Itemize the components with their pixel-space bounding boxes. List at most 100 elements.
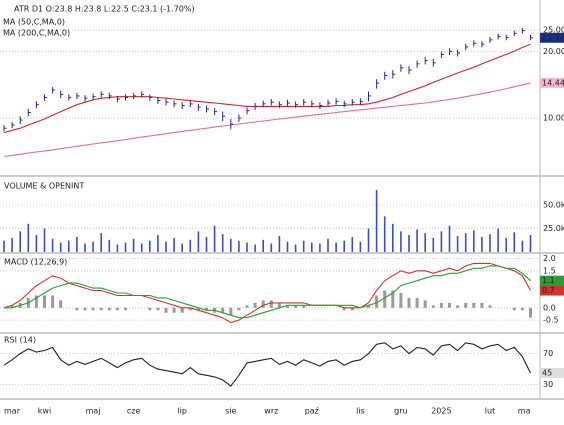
last-value-badge-bg [540, 77, 564, 88]
macd-histogram-bar [261, 300, 265, 308]
macd-histogram-bar [456, 305, 460, 308]
macd-histogram-bar [391, 290, 395, 308]
volume-bar [165, 241, 167, 252]
volume-bar [59, 242, 62, 252]
volume-bar [246, 242, 248, 252]
macd-histogram-bar [415, 297, 419, 308]
volume-bar [464, 233, 467, 252]
macd-histogram-bar [172, 307, 176, 313]
volume-bar [432, 237, 435, 252]
y-tick-label: 2.0 [543, 254, 556, 263]
volume-bar [456, 236, 459, 252]
macd-histogram-bar [59, 300, 63, 308]
macd-histogram-bar [253, 302, 257, 308]
volume-bar [108, 239, 111, 252]
macd-histogram-bar [205, 307, 208, 311]
macd-histogram-bar [286, 305, 289, 308]
legend-entry: MA (50,C,MA,0) [3, 18, 65, 27]
volume-bar [481, 236, 483, 252]
volume-bar [92, 241, 94, 252]
volume-bar [521, 240, 524, 252]
volume-bar [400, 231, 402, 252]
macd-histogram-bar [180, 307, 184, 313]
volume-bar [311, 242, 313, 252]
macd-histogram-bar [10, 305, 14, 308]
macd-histogram-bar [431, 305, 435, 308]
panel-title: MACD (12,26,9) [4, 258, 67, 267]
volume-bar [513, 232, 516, 252]
volume-bar [189, 239, 192, 252]
panel-title: RSI (14) [4, 336, 36, 345]
volume-bar [294, 244, 297, 252]
volume-bar [238, 240, 240, 252]
macd-histogram-bar [407, 297, 411, 308]
volume-bar [254, 244, 256, 252]
macd-histogram-bar [164, 307, 168, 313]
volume-bar [51, 238, 54, 252]
macd-histogram-bar [221, 307, 225, 313]
y-tick-label: 50.0k [543, 201, 564, 210]
macd-histogram-bar [520, 307, 524, 311]
volume-bar [529, 235, 532, 252]
x-tick-label: wrz [264, 407, 278, 416]
macd-histogram-bar [302, 305, 306, 308]
volume-bar [392, 223, 394, 252]
volume-bar [76, 236, 78, 252]
x-tick-label: gru [394, 407, 407, 416]
macd-histogram-bar [342, 307, 346, 311]
volume-bar [116, 244, 119, 252]
volume-bar [505, 237, 507, 252]
macd-histogram-bar [115, 307, 119, 311]
x-tick-label: sie [225, 407, 236, 416]
y-tick-label: 25.00 [543, 26, 564, 35]
moving-average-line [3, 82, 531, 158]
macd-histogram-bar [43, 295, 46, 308]
volume-bar [35, 235, 38, 252]
volume-bar [140, 243, 143, 252]
volume-bar [327, 238, 329, 252]
y-tick-label: 30 [543, 380, 553, 389]
volume-bar [43, 228, 46, 252]
macd-histogram-bar [375, 295, 379, 308]
macd-histogram-bar [448, 302, 451, 308]
macd-histogram-bar [91, 307, 95, 311]
x-tick-label: paź [305, 407, 319, 416]
macd-histogram-bar [34, 295, 38, 308]
y-tick-label: 0.0 [543, 303, 556, 312]
volume-bar [27, 223, 30, 252]
x-tick-label: lut [485, 407, 495, 416]
x-tick-label: cze [127, 407, 141, 416]
last-value-badge-bg [540, 367, 564, 378]
rsi-line [3, 342, 531, 387]
volume-bar [286, 241, 289, 252]
macd-histogram-bar [472, 302, 476, 308]
macd-line [4, 265, 531, 319]
volume-bar [448, 225, 451, 252]
panel-title: VOLUME & OPENINT [4, 182, 84, 191]
macd-histogram-bar [107, 307, 111, 311]
macd-histogram-bar [245, 305, 249, 308]
volume-bar [181, 243, 183, 252]
last-value-badge-bg [540, 275, 564, 286]
macd-histogram-bar [367, 305, 370, 308]
macd-histogram-bar [488, 305, 492, 308]
volume-bar [100, 233, 102, 252]
macd-histogram-bar [196, 307, 200, 311]
volume-bar [173, 237, 175, 252]
x-tick-label: 2025 [431, 407, 451, 416]
volume-bar [157, 235, 159, 252]
macd-histogram-bar [383, 290, 387, 308]
legend-entry: MA (200,C,MA,0) [3, 29, 70, 38]
x-tick-label: mar [4, 407, 21, 416]
y-tick-label: 10.00 [543, 114, 564, 123]
volume-bar [270, 243, 273, 252]
volume-bar [359, 241, 362, 252]
volume-bar [473, 230, 475, 252]
x-tick-label: ma [518, 407, 531, 416]
macd-histogram-bar [294, 305, 298, 308]
volume-bar [149, 240, 151, 252]
volume-bar [132, 238, 135, 252]
volume-bar [319, 243, 321, 252]
macd-histogram-bar [399, 293, 403, 308]
